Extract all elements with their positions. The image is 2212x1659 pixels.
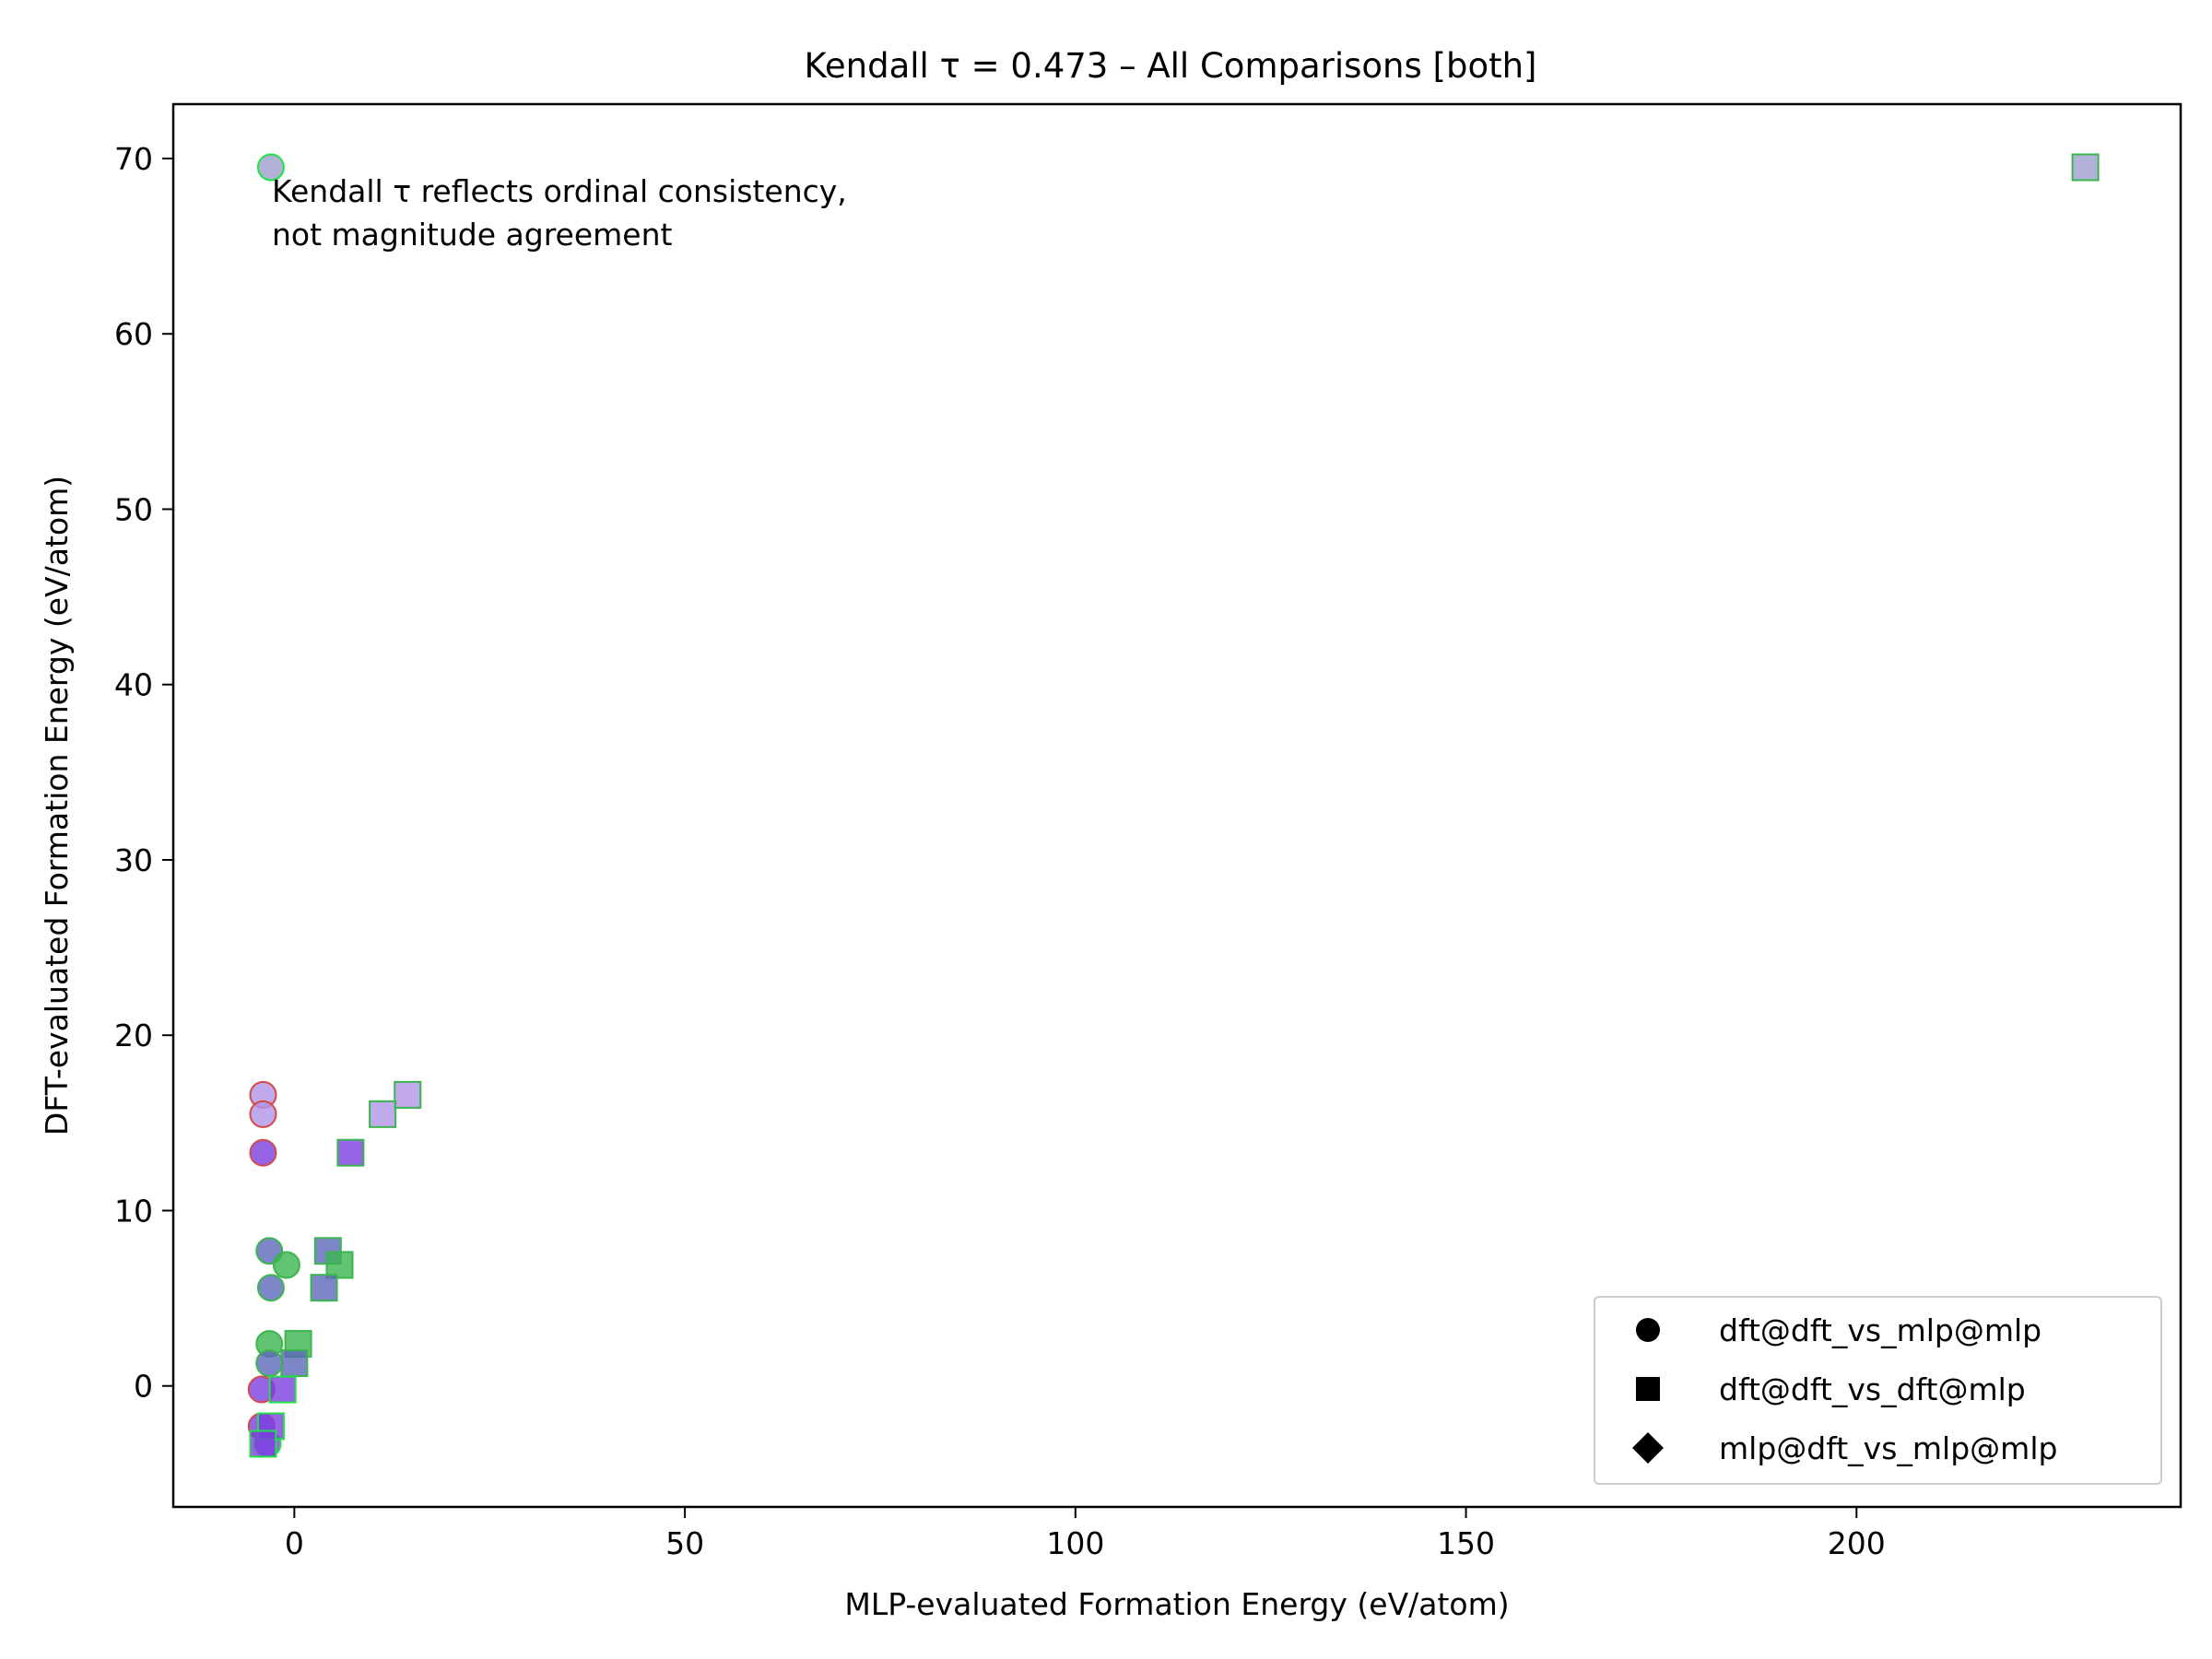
square-data-point [336, 1138, 365, 1167]
circle-data-point [249, 1100, 277, 1128]
y-tick-label: 70 [114, 141, 153, 177]
y-tick-label: 60 [114, 316, 153, 352]
y-tick-label: 0 [134, 1369, 153, 1405]
circle-data-point [272, 1251, 300, 1279]
square-data-point [2071, 153, 2100, 182]
circle-data-point [255, 1348, 284, 1377]
plot-frame [171, 102, 2183, 1509]
y-axis-label: DFT-evaluated Formation Energy (eV/atom) [39, 476, 75, 1135]
square-data-point [280, 1348, 309, 1377]
square-data-point [369, 1100, 397, 1128]
x-axis-label: MLP-evaluated Formation Energy (eV/atom) [844, 1586, 1509, 1622]
legend: dft@dft_vs_mlp@mlp dft@dft_vs_dft@mlp ml… [1594, 1296, 2162, 1485]
x-axis-ticks: 0 50 100 150 200 [285, 1507, 1886, 1561]
legend-label-series-2: dft@dft_vs_dft@mlp [1719, 1371, 2026, 1407]
circle-data-point [256, 1274, 285, 1302]
y-tick-label: 20 [114, 1018, 153, 1053]
square-data-point [249, 1430, 277, 1458]
legend-circle-marker [1636, 1318, 1660, 1342]
legend-square-marker [1636, 1377, 1660, 1401]
x-tick-label: 0 [285, 1525, 304, 1561]
square-data-point [310, 1274, 338, 1302]
annotation-line-2: not magnitude agreement [272, 217, 673, 253]
square-data-point [268, 1375, 297, 1404]
x-tick-label: 200 [1828, 1525, 1886, 1561]
circle-data-point [249, 1138, 277, 1167]
square-data-point [394, 1080, 422, 1109]
chart-title: Kendall τ = 0.473 – All Comparisons [bot… [804, 46, 1536, 86]
y-axis-ticks: 0 10 20 30 40 50 60 70 [114, 141, 173, 1405]
legend-box [1594, 1296, 2162, 1485]
legend-label-series-1: dft@dft_vs_mlp@mlp [1719, 1312, 2041, 1348]
circle-data-point [256, 153, 285, 182]
annotation: Kendall τ reflects ordinal consistency, … [272, 173, 847, 253]
x-tick-label: 150 [1437, 1525, 1495, 1561]
y-tick-label: 30 [114, 842, 153, 878]
y-tick-label: 10 [114, 1193, 153, 1229]
y-tick-label: 50 [114, 491, 153, 527]
x-tick-label: 100 [1046, 1525, 1104, 1561]
x-tick-label: 50 [665, 1525, 704, 1561]
legend-label-series-3: mlp@dft_vs_mlp@mlp [1719, 1430, 2057, 1466]
legend-diamond-marker [1632, 1432, 1664, 1464]
square-data-point [325, 1251, 354, 1279]
y-tick-label: 40 [114, 667, 153, 703]
annotation-line-1: Kendall τ reflects ordinal consistency, [272, 173, 847, 209]
data-points [247, 153, 2100, 1458]
